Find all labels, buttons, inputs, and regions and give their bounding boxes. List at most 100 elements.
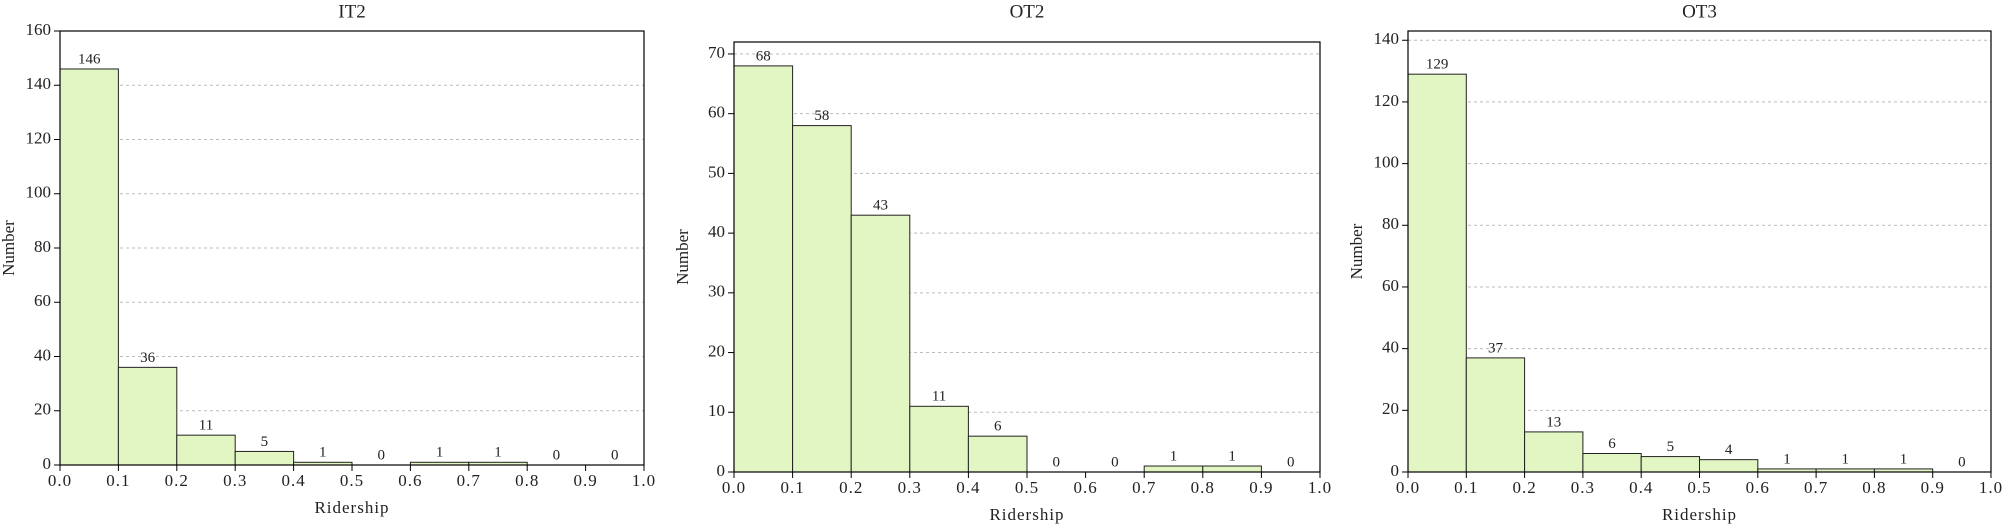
bar <box>733 65 794 473</box>
plot-frame <box>1407 30 1992 473</box>
x-tick-label: 0.8 <box>1191 478 1215 497</box>
y-tick-label: 0 <box>1391 461 1400 480</box>
y-tick-label: 40 <box>34 345 51 364</box>
data-label: 0 <box>553 447 561 463</box>
x-tick-label: 0.0 <box>722 478 746 497</box>
data-label: 1 <box>1783 451 1791 467</box>
y-tick-label: 120 <box>26 128 52 147</box>
data-label: 5 <box>261 434 269 450</box>
x-tick-label: 0.9 <box>1249 478 1273 497</box>
data-label: 36 <box>140 350 156 366</box>
x-tick-label: 0.5 <box>340 471 364 490</box>
data-label: 37 <box>1488 340 1504 356</box>
y-tick-label: 80 <box>1382 214 1399 233</box>
x-tick-label: 0.1 <box>106 471 130 490</box>
x-tick-label: 0.3 <box>1571 478 1595 497</box>
x-tick-label: 0.8 <box>1862 478 1886 497</box>
x-tick-label: 0.5 <box>1687 478 1711 497</box>
y-tick-label: 140 <box>26 74 52 93</box>
bar <box>234 450 295 466</box>
data-label: 11 <box>932 389 946 405</box>
data-label: 1 <box>319 445 327 461</box>
x-tick-label: 0.2 <box>1512 478 1536 497</box>
x-tick-label: 0.7 <box>1132 478 1156 497</box>
x-tick-label: 0.9 <box>1921 478 1945 497</box>
bar <box>1202 465 1262 473</box>
x-tick-label: 0.1 <box>780 478 804 497</box>
data-label: 11 <box>199 418 213 434</box>
y-tick-label: 100 <box>26 183 52 202</box>
y-tick-label: 40 <box>1382 338 1399 357</box>
x-axis-label: Ridership <box>1662 505 1737 524</box>
data-label: 6 <box>994 419 1002 435</box>
data-label: 1 <box>1900 451 1908 467</box>
x-tick-label: 0.8 <box>515 471 539 490</box>
bar <box>909 405 969 473</box>
x-tick-label: 0.3 <box>223 471 247 490</box>
bar <box>1524 431 1584 473</box>
x-tick-label: 0.0 <box>48 471 72 490</box>
data-label: 13 <box>1546 414 1561 430</box>
y-tick-label: 60 <box>708 103 725 122</box>
data-label: 1 <box>1228 448 1236 464</box>
y-tick-label: 70 <box>708 43 725 62</box>
bar <box>792 125 852 473</box>
plot-frame <box>733 41 1321 473</box>
y-tick-label: 20 <box>1382 399 1399 418</box>
y-tick-label: 10 <box>708 401 725 420</box>
x-tick-label: 0.3 <box>898 478 922 497</box>
x-tick-label: 0.0 <box>1396 478 1420 497</box>
bar <box>1143 465 1204 473</box>
y-tick-label: 160 <box>26 20 52 39</box>
y-axis-label: Number <box>0 220 18 276</box>
x-tick-label: 0.2 <box>839 478 863 497</box>
y-tick-label: 50 <box>708 162 725 181</box>
x-tick-label: 1.0 <box>632 471 656 490</box>
x-tick-label: 0.4 <box>956 478 980 497</box>
bar <box>1582 452 1642 473</box>
data-label: 68 <box>756 48 771 64</box>
data-label: 0 <box>1958 454 1966 470</box>
chart-title: OT2 <box>1010 1 1045 22</box>
bar <box>1699 459 1759 473</box>
data-label: 0 <box>1111 454 1119 470</box>
chart-title: OT3 <box>1682 1 1717 22</box>
x-axis-label: Ridership <box>314 498 389 517</box>
x-tick-label: 0.5 <box>1015 478 1039 497</box>
y-tick-label: 80 <box>34 237 51 256</box>
x-tick-label: 0.4 <box>1629 478 1653 497</box>
data-label: 0 <box>1053 454 1061 470</box>
data-label: 6 <box>1608 436 1616 452</box>
data-label: 58 <box>814 108 829 124</box>
x-tick-label: 0.7 <box>1804 478 1828 497</box>
x-tick-label: 0.9 <box>573 471 597 490</box>
y-tick-label: 30 <box>708 282 725 301</box>
y-tick-label: 60 <box>1382 276 1399 295</box>
x-tick-label: 1.0 <box>1308 478 1332 497</box>
y-tick-label: 0 <box>43 454 52 473</box>
y-tick-label: 0 <box>717 461 726 480</box>
y-axis-label: Number <box>1347 223 1366 279</box>
y-tick-label: 40 <box>708 222 725 241</box>
x-tick-label: 0.6 <box>398 471 422 490</box>
y-tick-label: 100 <box>1374 153 1400 172</box>
data-label: 1 <box>494 445 502 461</box>
data-label: 129 <box>1426 57 1449 73</box>
plot-frame <box>59 30 645 466</box>
data-label: 1 <box>1842 451 1850 467</box>
bar <box>850 214 911 473</box>
bar <box>59 68 119 466</box>
chart-title: IT2 <box>338 1 365 22</box>
bar <box>967 435 1028 473</box>
x-axis-label: Ridership <box>989 505 1064 524</box>
bar <box>117 366 178 466</box>
x-tick-label: 0.1 <box>1454 478 1478 497</box>
y-tick-label: 60 <box>34 291 51 310</box>
y-tick-label: 140 <box>1374 29 1400 48</box>
data-label: 4 <box>1725 442 1733 458</box>
y-axis-label: Number <box>673 229 692 285</box>
data-label: 43 <box>873 198 888 214</box>
x-tick-label: 0.4 <box>281 471 305 490</box>
x-tick-label: 0.2 <box>165 471 189 490</box>
